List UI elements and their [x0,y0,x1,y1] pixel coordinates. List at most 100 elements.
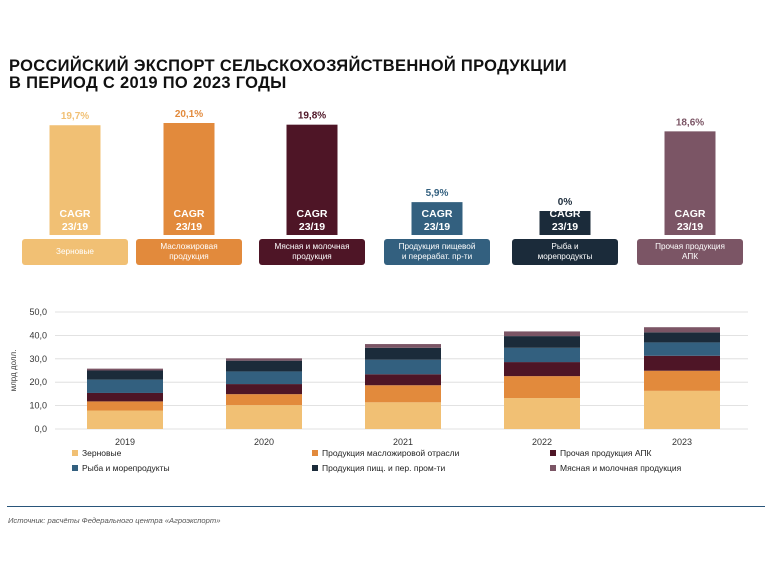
category-pill: Рыба и морепродукты [512,239,618,265]
cagr-label: CAGR [174,208,205,220]
cagr-bar [411,202,463,235]
category-pill-line: продукция [292,252,332,261]
x-tick-label: 2022 [532,437,552,447]
cagr-period-label: 23/19 [299,221,325,233]
cagr-period-label: 23/19 [677,221,703,233]
category-pill-line: АПК [681,252,698,261]
legend-swatch [72,465,78,471]
stack-segment [504,398,580,429]
legend-item: Зерновые [72,448,121,458]
category-pill-label: Зерновые [56,247,94,257]
category-pill-label: Прочая продукция АПК [655,242,725,262]
legend-label: Продукция пищ. и пер. пром-ти [322,463,446,473]
cagr-value-label: 19,7% [61,111,89,122]
stack-segment [226,371,302,385]
category-pill: Мясная и молочная продукция [259,239,365,265]
category-pill-line: и перерабат. пр-ти [401,252,473,261]
source-note: Источник: расчёты Федерального центра «А… [8,516,221,525]
stack-segment [644,332,720,343]
cagr-label: CAGR [422,208,453,220]
stack-segment [226,405,302,429]
category-pill: Продукция пищевой и перерабат. пр-ти [384,239,490,265]
legend-label: Прочая продукция АПК [560,448,652,458]
cagr-bar [163,123,215,235]
stack-segment [644,355,720,371]
stacked-export-chart: 0,0 10,0 20,0 30,0 40,0 50,0 млрд долл. 2019 202… [9,307,748,447]
legend-label: Продукция масложировой отрасли [322,448,460,458]
category-pill-label: Продукция пищевой и перерабат. пр-ти [399,242,476,262]
stack-segment [87,379,163,393]
legend-label: Мясная и молочная продукция [560,463,682,473]
x-tick-label: 2021 [393,437,413,447]
category-pill: Масложировая продукция [136,239,242,265]
legend-item: Мясная и молочная продукция [550,463,681,473]
stack-segment [87,392,163,402]
stack-segment [365,374,441,386]
y-tick-label: 10,0 [29,401,47,411]
x-tick-label: 2020 [254,437,274,447]
category-pill-line: морепродукты [537,252,593,261]
legend-item: Рыба и морепродукты [72,463,170,473]
cagr-value-label: 5,9% [426,188,449,199]
cagr-value-label: 19,8% [298,111,326,122]
legend-item: Продукция пищ. и пер. пром-ти [312,463,445,473]
stack-segment [226,360,302,372]
stack-segment [504,376,580,399]
category-pill: Зерновые [22,239,128,265]
category-pill-label: Мясная и молочная продукция [275,242,350,262]
stack-segment [365,344,441,348]
cagr-value-label: 20,1% [175,109,203,120]
legend-swatch [72,450,78,456]
stack-segment [504,331,580,337]
stack-segment [87,370,163,380]
stack-segment [644,390,720,429]
divider [7,506,765,507]
stack-segment [504,362,580,377]
category-pill-line: Масложировая [160,242,218,251]
legend-item: Прочая продукция АПК [550,448,652,458]
cagr-bar [286,124,338,235]
y-axis-label: млрд долл. [9,350,18,392]
cagr-period-label: 23/19 [62,221,88,233]
y-tick-label: 30,0 [29,354,47,364]
cagr-label: CAGR [550,208,581,220]
stack-segment [226,394,302,406]
category-pill-line: Мясная и молочная [274,242,350,251]
category-pill-line: Рыба и [551,242,579,251]
cagr-value-label: 18,6% [676,117,704,128]
legend-label: Зерновые [82,448,122,458]
cagr-period-label: 23/19 [552,221,578,233]
stack-segment [644,342,720,356]
y-tick-label: 0,0 [34,424,47,434]
y-tick-label: 50,0 [29,307,47,317]
y-tick-label: 40,0 [29,330,47,340]
legend-swatch [312,450,318,456]
cagr-period-label: 23/19 [176,221,202,233]
stack-segment [226,358,302,361]
cagr-label: CAGR [675,208,706,220]
legend-swatch [550,450,556,456]
cagr-value-label: 0% [558,197,573,208]
title-line-2: В ПЕРИОД С 2019 ПО 2023 ГОДЫ [9,74,287,92]
stack-segment [504,347,580,363]
cagr-period-label: 23/19 [424,221,450,233]
stack-segment [504,336,580,348]
cagr-bar [49,125,101,235]
title-line-1: РОССИЙСКИЙ ЭКСПОРТ СЕЛЬСКОХОЗЯЙСТВЕННОЙ … [9,57,567,75]
category-pill-label: Рыба и морепродукты [538,242,593,262]
x-tick-label: 2023 [672,437,692,447]
stack-segment [365,347,441,360]
cagr-bar-chart: 19,7%CAGR23/1920,1%CAGR23/1919,8%CAGR23/… [49,109,716,235]
category-pill-line: Прочая продукция [655,242,725,251]
category-pill: Прочая продукция АПК [637,239,743,265]
cagr-label: CAGR [297,208,328,220]
category-pill-line: продукция [169,252,209,261]
stack-segment [365,385,441,403]
legend-item: Продукция масложировой отрасли [312,448,459,458]
stack-segment [87,410,163,429]
chart-title: РОССИЙСКИЙ ЭКСПОРТ СЕЛЬСКОХОЗЯЙСТВЕННОЙ … [9,58,567,92]
y-tick-label: 20,0 [29,377,47,387]
legend-label: Рыба и морепродукты [82,463,170,473]
stack-segment [365,359,441,375]
cagr-bar [664,131,716,235]
